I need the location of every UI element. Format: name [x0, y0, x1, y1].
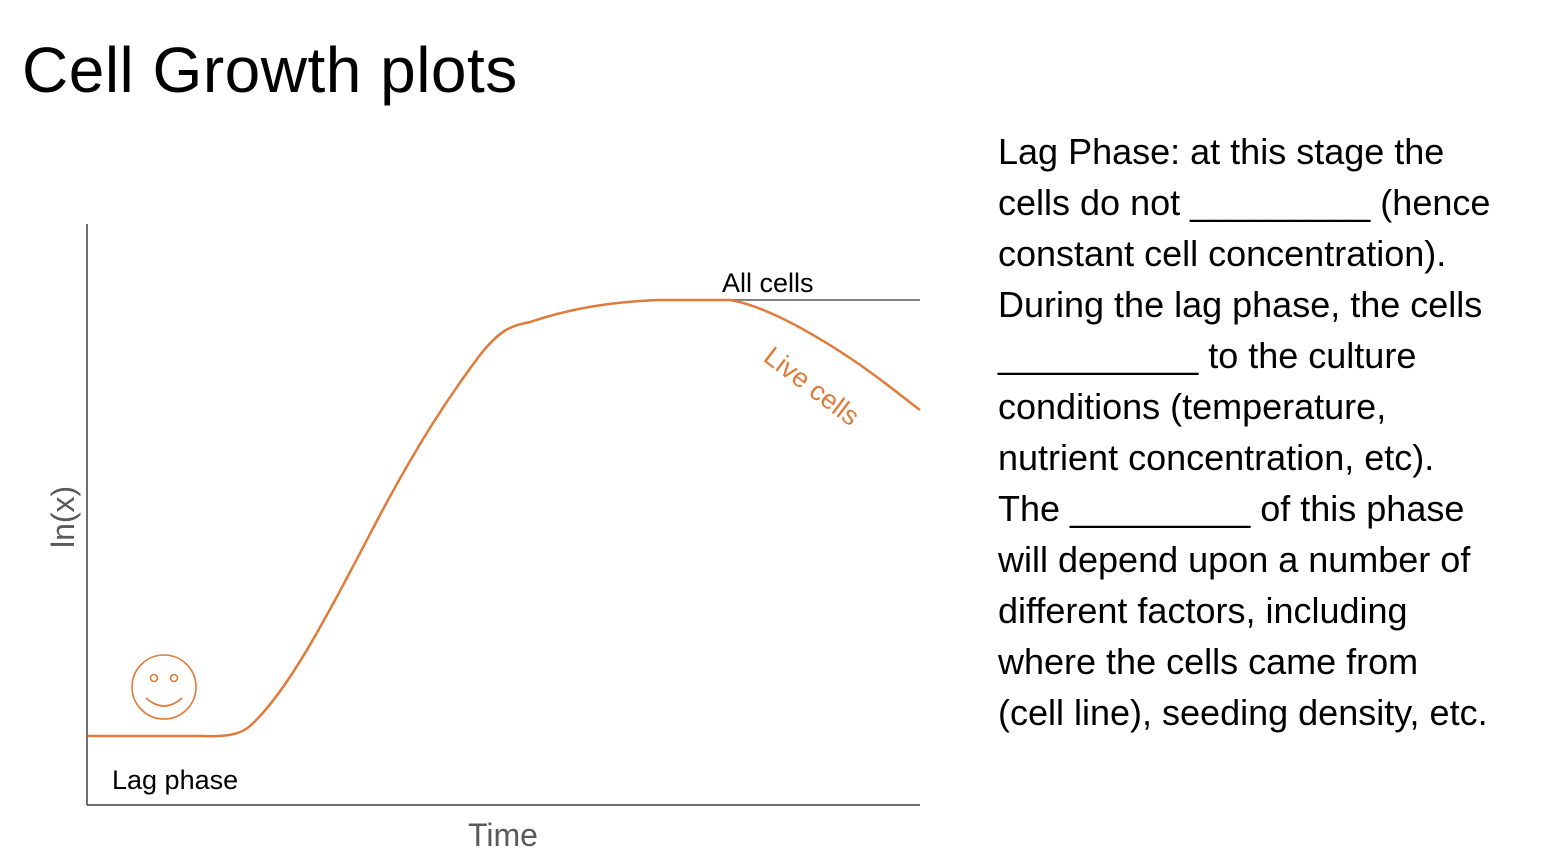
- notes-line: conditions (temperature,: [998, 386, 1387, 427]
- growth-curve-diagram: All cells Live cells Lag phase ln(x) Tim…: [45, 224, 921, 853]
- smiley-face-icon: [131, 654, 197, 720]
- all-cells-label: All cells: [722, 268, 814, 298]
- notes-line: The _________ of this phase: [998, 488, 1465, 529]
- notes-line: different factors, including: [998, 590, 1408, 631]
- live-cells-label: Live cells: [758, 341, 865, 432]
- lag-phase-label: Lag phase: [112, 765, 238, 795]
- notes-line: nutrient concentration, etc).: [998, 437, 1435, 478]
- notes-line: where the cells came from: [998, 641, 1419, 682]
- notes-line: During the lag phase, the cells: [998, 284, 1483, 325]
- slide-title: Cell Growth plots: [22, 34, 518, 106]
- notes-line: Lag Phase: at this stage the: [998, 131, 1445, 172]
- notes-line: cells do not _________ (hence: [998, 182, 1491, 223]
- live-cells-curve: [88, 298, 921, 738]
- notes-line: constant cell concentration).: [998, 233, 1447, 274]
- notes-line: __________ to the culture: [998, 335, 1417, 376]
- notes-line: (cell line), seeding density, etc.: [998, 692, 1488, 733]
- x-axis-label: Time: [468, 817, 538, 853]
- notes-line: will depend upon a number of: [998, 539, 1471, 580]
- lag-phase-notes: Lag Phase: at this stage the cells do no…: [998, 126, 1538, 738]
- y-axis-label: ln(x): [45, 486, 81, 548]
